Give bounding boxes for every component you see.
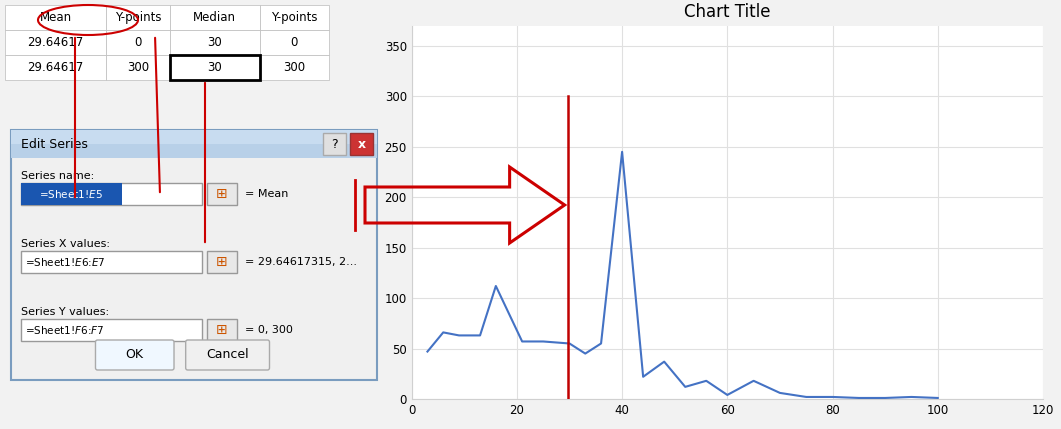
Bar	[106, 5, 170, 30]
Bar	[11, 130, 377, 158]
Text: 300: 300	[127, 61, 149, 74]
Text: 0: 0	[291, 36, 298, 49]
Text: 30: 30	[208, 36, 222, 49]
Text: ?: ?	[331, 138, 337, 151]
Text: ⊞: ⊞	[216, 187, 227, 201]
Text: = 0, 300: = 0, 300	[245, 325, 293, 335]
Title: Chart Title: Chart Title	[684, 3, 770, 21]
Bar	[323, 133, 346, 155]
Bar	[170, 30, 260, 55]
Text: 300: 300	[283, 61, 306, 74]
Bar	[11, 130, 377, 380]
Bar	[21, 319, 202, 341]
Bar	[170, 5, 260, 30]
Bar	[5, 5, 106, 30]
Text: = 29.64617315, 2...: = 29.64617315, 2...	[245, 257, 358, 267]
Bar	[21, 183, 122, 205]
Bar	[5, 55, 106, 80]
Text: Edit Series: Edit Series	[21, 138, 88, 151]
Bar	[350, 133, 373, 155]
Bar	[21, 183, 202, 205]
FancyBboxPatch shape	[95, 340, 174, 370]
FancyBboxPatch shape	[186, 340, 269, 370]
Text: Series X values:: Series X values:	[21, 239, 110, 249]
Text: OK: OK	[126, 348, 143, 362]
Bar	[207, 183, 237, 205]
Text: Series Y values:: Series Y values:	[21, 307, 109, 317]
Text: 29.64617: 29.64617	[28, 36, 84, 49]
Bar	[11, 130, 377, 144]
Text: ⊞: ⊞	[216, 255, 227, 269]
Text: Y-points: Y-points	[115, 11, 161, 24]
Text: Median: Median	[193, 11, 237, 24]
Bar	[106, 55, 170, 80]
Text: Series name:: Series name:	[21, 171, 94, 181]
Text: ⊞: ⊞	[216, 323, 227, 337]
Text: 30: 30	[208, 61, 222, 74]
Text: =Sheet1!$F$6:$F$7: =Sheet1!$F$6:$F$7	[25, 324, 105, 336]
Text: = Mean: = Mean	[245, 189, 289, 199]
Bar	[207, 251, 237, 273]
Text: 29.64617: 29.64617	[28, 61, 84, 74]
Text: Y-points: Y-points	[272, 11, 317, 24]
Bar	[5, 30, 106, 55]
Bar	[170, 55, 260, 80]
Bar	[260, 55, 329, 80]
Text: x: x	[358, 138, 366, 151]
Bar	[21, 251, 202, 273]
Bar	[106, 30, 170, 55]
Text: 0: 0	[135, 36, 141, 49]
Bar	[260, 5, 329, 30]
Bar	[260, 30, 329, 55]
Text: Cancel: Cancel	[206, 348, 249, 362]
Text: =Sheet1!$E$6:$E$7: =Sheet1!$E$6:$E$7	[25, 256, 106, 268]
Text: =Sheet1!$E$5: =Sheet1!$E$5	[39, 188, 103, 200]
Bar	[170, 55, 260, 80]
Bar	[207, 319, 237, 341]
Text: Mean: Mean	[39, 11, 72, 24]
